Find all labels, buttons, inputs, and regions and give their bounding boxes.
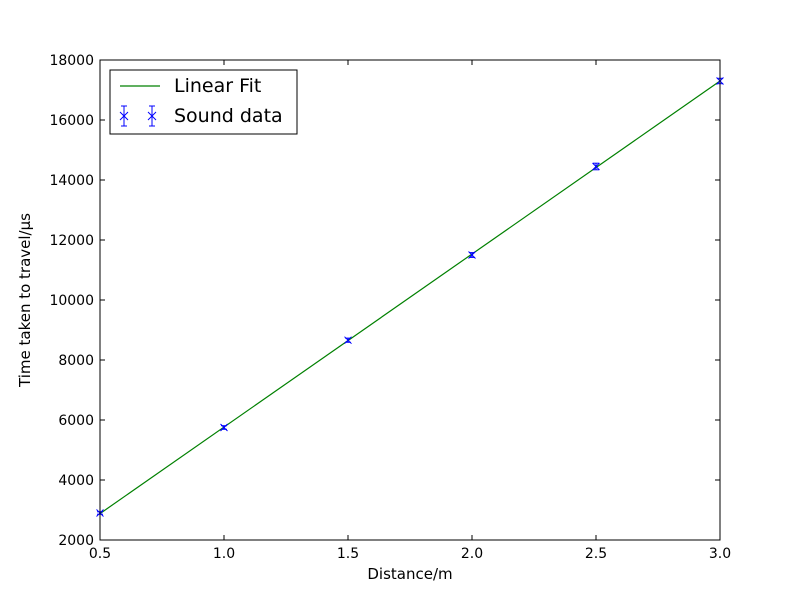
x-axis-label: Distance/m xyxy=(367,565,452,583)
x-marker-stroke xyxy=(344,336,352,345)
sound-data-point xyxy=(344,336,352,345)
plot-marks xyxy=(96,77,724,517)
y-tick-label: 6000 xyxy=(58,413,94,429)
y-tick-label: 14000 xyxy=(49,173,94,189)
linear-fit-line xyxy=(99,80,721,515)
y-tick-label: 10000 xyxy=(49,293,94,309)
x-marker-stroke xyxy=(468,251,476,259)
legend-errorbar-swatch xyxy=(147,105,157,127)
sound-data-point xyxy=(592,162,600,171)
x-tick-label: 2.0 xyxy=(461,546,483,562)
y-tick-label: 2000 xyxy=(58,533,94,549)
axis-ticks: 0.5 1.0 1.5 2.0 2.5 3.0 2000 4000 6000 8000 10000 1… xyxy=(49,53,731,562)
sound-data-point xyxy=(468,251,476,259)
y-tick-label: 8000 xyxy=(58,353,94,369)
y-tick-label: 4000 xyxy=(58,473,94,489)
x-tick-label: 0.5 xyxy=(89,546,111,562)
y-axis-label: Time taken to travel/µs xyxy=(16,213,34,388)
x-tick-label: 3.0 xyxy=(709,546,731,562)
x-tick-label: 2.5 xyxy=(585,546,607,562)
y-tick-label: 12000 xyxy=(49,233,94,249)
x-tick-label: 1.5 xyxy=(337,546,359,562)
x-marker-stroke xyxy=(220,423,228,432)
legend: Linear Fit Sound data xyxy=(109,69,298,135)
legend-label-linear-fit: Linear Fit xyxy=(174,75,261,97)
legend-label-sound-data: Sound data xyxy=(174,105,283,127)
sound-data-point xyxy=(220,423,228,432)
x-tick-label: 1.0 xyxy=(213,546,235,562)
y-tick-label: 18000 xyxy=(49,53,94,69)
y-tick-label: 16000 xyxy=(49,113,94,129)
legend-x-marker xyxy=(119,111,129,121)
legend-errorbar-swatch xyxy=(119,105,129,127)
legend-box xyxy=(109,69,298,135)
x-marker-stroke xyxy=(592,162,600,171)
legend-x-marker xyxy=(147,111,157,121)
